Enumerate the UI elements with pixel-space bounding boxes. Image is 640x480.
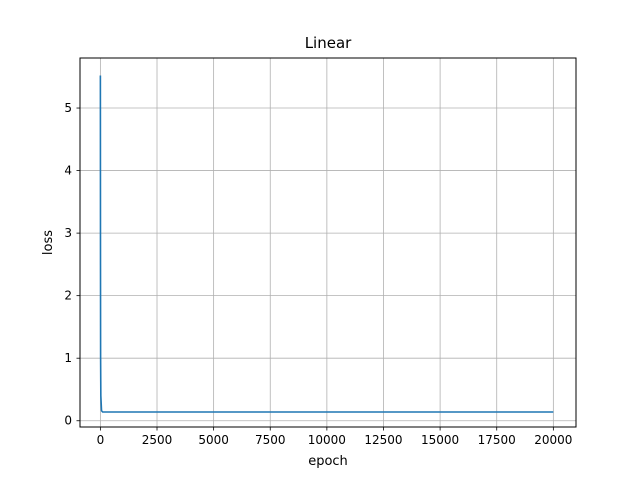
x-tick-label: 17500 [478, 433, 516, 447]
y-axis-label: loss [41, 230, 56, 255]
x-tick-label: 0 [97, 433, 105, 447]
x-tick-label: 2500 [142, 433, 173, 447]
y-tick-label: 3 [64, 226, 72, 240]
series-layer [99, 75, 554, 413]
y-tick-label: 5 [64, 101, 72, 115]
x-axis-label: epoch [308, 454, 348, 469]
x-tick-label: 12500 [364, 433, 402, 447]
loss-series-line [99, 75, 554, 413]
x-tick-label: 7500 [255, 433, 286, 447]
chart-title: Linear [305, 34, 352, 52]
plot-frame [79, 57, 577, 428]
tick-marks [76, 107, 554, 431]
grid-lines [80, 58, 576, 427]
x-tick-label: 10000 [308, 433, 346, 447]
x-tick-label: 5000 [198, 433, 229, 447]
y-tick-label: 1 [64, 351, 72, 365]
y-tick-label: 0 [64, 414, 72, 428]
y-tick-label: 4 [64, 164, 72, 178]
x-tick-label: 20000 [534, 433, 572, 447]
x-tick-label: 15000 [421, 433, 459, 447]
y-tick-label: 2 [64, 289, 72, 303]
